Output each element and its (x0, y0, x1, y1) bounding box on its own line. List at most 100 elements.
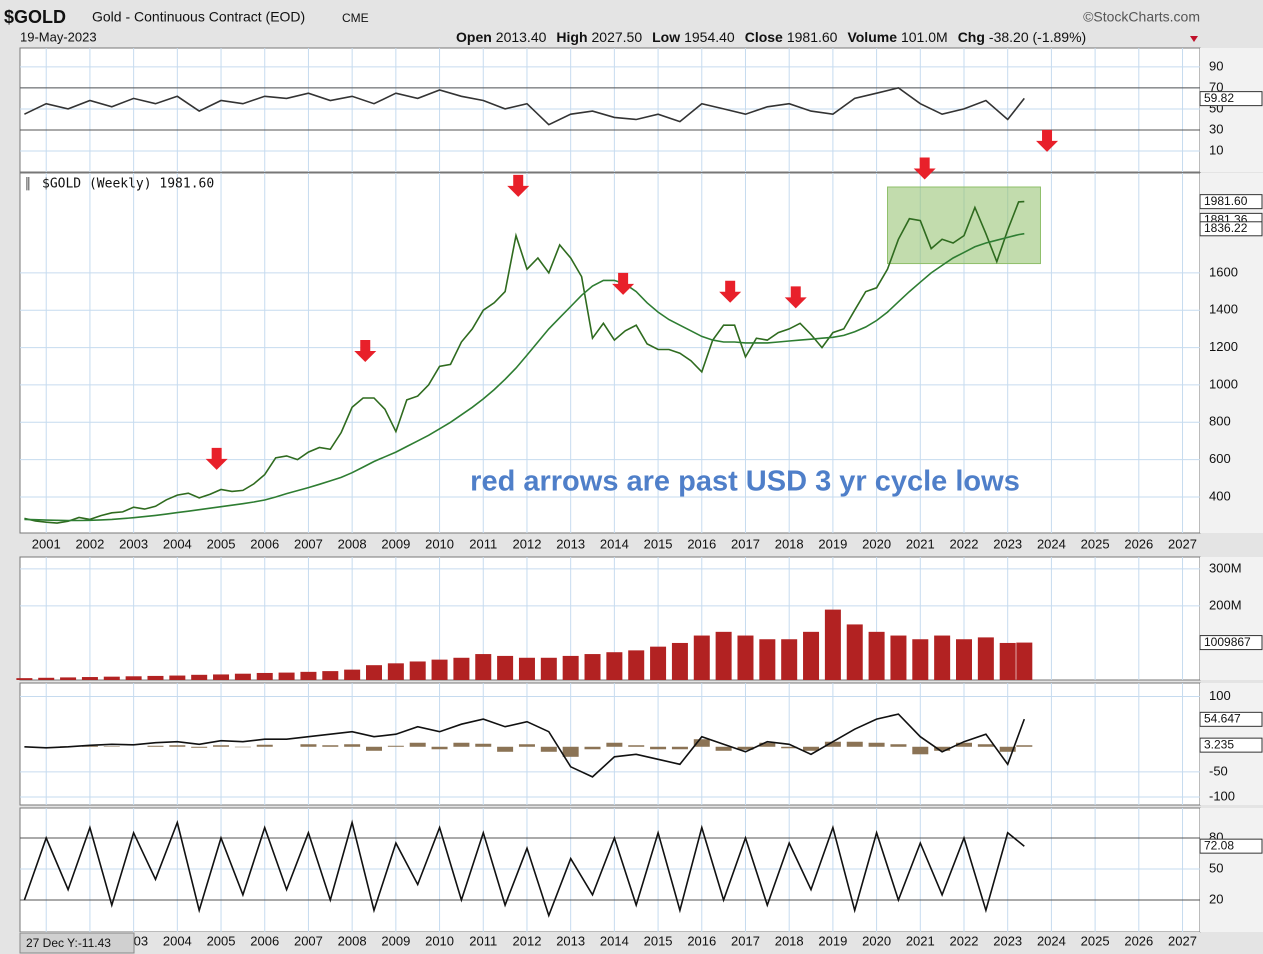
x-tick-label: 2026 (1124, 933, 1153, 948)
x-tick-label: 2009 (381, 536, 410, 551)
bar (956, 639, 972, 680)
bar (890, 744, 907, 747)
bar (387, 745, 404, 747)
y-tick-label: 50 (1209, 860, 1223, 875)
y-tick-label: 300M (1209, 560, 1242, 575)
x-tick-label: 2011 (469, 536, 497, 551)
x-tick-label: 2013 (556, 536, 585, 551)
x-tick-label: 2025 (1081, 933, 1110, 948)
quote: Open 2013.40 High 2027.50 Low 1954.40 Close 198… (456, 29, 1086, 45)
exchange: CME (342, 11, 369, 25)
x-tick-label: 2004 (163, 536, 192, 551)
x-tick-label: 2015 (644, 536, 673, 551)
quote-label: Open (456, 29, 492, 45)
y-tick-label: -100 (1209, 788, 1235, 803)
x-tick-label: 2025 (1081, 536, 1110, 551)
bar (387, 663, 404, 680)
cursor-label: 27 Dec Y:-11.43 (26, 936, 111, 950)
value-box (1199, 737, 1263, 753)
bar (868, 742, 885, 747)
y-tick-label: 30 (1209, 121, 1223, 136)
arrow (913, 157, 936, 180)
x-tick-label: 2007 (294, 536, 323, 551)
bar (693, 739, 710, 747)
x-tick-label: 2007 (294, 933, 323, 948)
x-tick-label: 2027 (1168, 536, 1197, 551)
quote-label: Low (652, 29, 680, 45)
x-tick-label: 2014 (600, 933, 629, 948)
bar (169, 675, 186, 680)
bar (1016, 745, 1033, 747)
bar (344, 669, 361, 680)
x-tick-label: 2020 (862, 933, 891, 948)
quote-label: Chg (958, 29, 985, 45)
x-tick-label: 2016 (687, 536, 716, 551)
x-tick-label: 2013 (556, 933, 585, 948)
value-box (1199, 711, 1263, 727)
symbol: $GOLD (4, 7, 66, 27)
bar (912, 639, 929, 680)
bar (803, 631, 820, 680)
bar (934, 635, 951, 680)
highlight-box (887, 186, 1041, 265)
bar (366, 746, 382, 751)
bar (934, 746, 951, 751)
axis-area (1200, 808, 1263, 932)
quote-value: 1954.40 (684, 29, 735, 45)
series-line (24, 200, 1025, 524)
bar (1016, 642, 1033, 680)
quote-value: -38.20 (-1.89%) (989, 29, 1086, 45)
bar (322, 671, 339, 680)
bar (584, 746, 601, 750)
bar (518, 744, 535, 747)
arrow (205, 447, 228, 470)
x-tick-label: 2006 (250, 933, 279, 948)
x-tick-label: 2022 (950, 536, 979, 551)
bar (606, 652, 623, 680)
value-label: 3.235 (1204, 737, 1234, 751)
x-axis-strip (0, 932, 1200, 953)
y-tick-label: -50 (1209, 763, 1228, 778)
bar (671, 746, 688, 750)
y-tick-label: 400 (1209, 488, 1231, 503)
bar (606, 742, 623, 747)
bar (213, 745, 230, 747)
y-tick-label: 1400 (1209, 302, 1238, 317)
y-tick-label: 200M (1209, 597, 1242, 612)
x-tick-label: 2024 (1037, 933, 1066, 948)
bar (81, 677, 98, 680)
y-tick-label: 1000 (1209, 376, 1238, 391)
bar (846, 624, 863, 680)
bar (497, 655, 514, 680)
x-tick-label: 2011 (469, 933, 497, 948)
bar (409, 661, 426, 680)
series-line (24, 87, 1025, 126)
bar (125, 676, 142, 680)
bar (628, 745, 645, 747)
quote-value: 101.0M (901, 29, 948, 45)
x-tick-label: 2019 (818, 536, 847, 551)
bar (562, 746, 579, 757)
bar (759, 742, 776, 747)
x-tick-label: 2005 (207, 933, 236, 948)
x-tick-label: 2023 (993, 536, 1022, 551)
value-label: 1009867 (1204, 635, 1251, 649)
x-tick-label: 2017 (731, 933, 760, 948)
bar (256, 744, 273, 747)
x-tick-label: 2020 (862, 536, 891, 551)
x-tick-label: 2021 (906, 933, 935, 948)
x-tick-label: 2010 (425, 933, 454, 948)
x-tick-label: 2017 (731, 536, 760, 551)
panels: 90 70 50 30 10 59.82 400 600 800 1000 1200 1400 1600… (0, 47, 1263, 953)
axis-area (1200, 48, 1263, 172)
down-triangle (1190, 36, 1198, 42)
value-label: 1981.60 (1204, 194, 1248, 208)
quote-value: 2013.40 (496, 29, 547, 45)
x-tick-label: 2003 (119, 536, 148, 551)
y-tick-label: 1600 (1209, 264, 1238, 279)
bar (715, 746, 732, 751)
bar (977, 637, 994, 680)
bar (147, 745, 164, 747)
brand: ©StockCharts.com (1083, 9, 1200, 25)
